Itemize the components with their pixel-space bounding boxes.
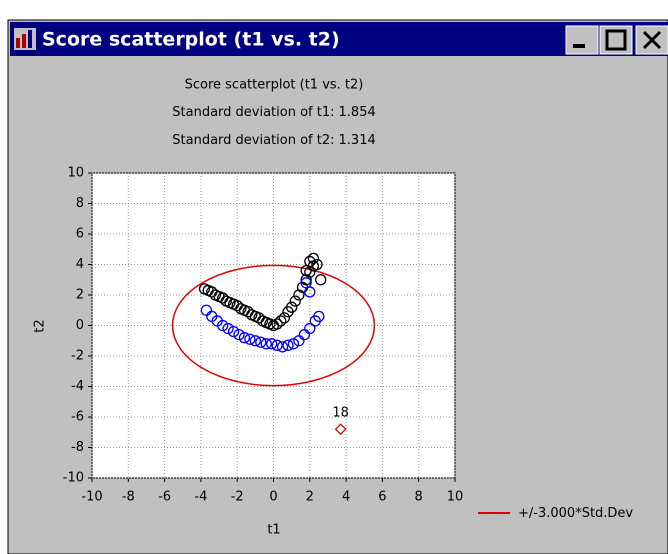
point bbox=[287, 338, 300, 350]
legend-label: +/-3.000*Std.Dev bbox=[518, 506, 633, 521]
point bbox=[334, 423, 347, 436]
stat-line: Standard deviation of t2: 1.314 bbox=[172, 133, 375, 148]
y-tick-label: -6 bbox=[71, 410, 84, 425]
point bbox=[217, 319, 229, 332]
point bbox=[304, 286, 316, 298]
point-label: 18 bbox=[332, 406, 349, 421]
point bbox=[227, 325, 240, 338]
x-axis-label: t1 bbox=[267, 523, 280, 538]
point bbox=[271, 339, 283, 351]
x-tick-label: -8 bbox=[122, 490, 135, 505]
point bbox=[275, 315, 287, 327]
x-tick-label: -2 bbox=[231, 490, 244, 505]
y-tick-label: -4 bbox=[71, 379, 84, 394]
stat-line: Standard deviation of t1: 1.854 bbox=[172, 105, 375, 120]
point bbox=[222, 322, 234, 335]
x-tick-label: -4 bbox=[194, 490, 207, 505]
point bbox=[289, 295, 301, 307]
x-tick-label: -6 bbox=[158, 490, 171, 505]
point bbox=[311, 258, 323, 271]
point bbox=[271, 318, 283, 330]
legend-suffix: *Std.Dev bbox=[575, 506, 633, 521]
point bbox=[315, 274, 327, 286]
x-tick-label: 10 bbox=[447, 490, 464, 505]
point bbox=[313, 310, 325, 323]
stat-value: 1.314 bbox=[339, 133, 376, 148]
window-icon bbox=[14, 28, 36, 50]
stat-label: Standard deviation of t1: bbox=[172, 105, 334, 120]
legend-prefix: +/- bbox=[518, 506, 538, 521]
std-dev-ellipse bbox=[171, 264, 376, 387]
point bbox=[304, 322, 316, 335]
point bbox=[260, 338, 272, 350]
close-button[interactable] bbox=[635, 25, 668, 55]
point bbox=[300, 264, 312, 277]
point bbox=[255, 336, 267, 348]
point bbox=[249, 335, 262, 347]
chart-title: Score scatterplot (t1 vs. t2) bbox=[185, 78, 364, 93]
y-tick-label: -8 bbox=[71, 440, 84, 455]
y-tick-label: 6 bbox=[76, 227, 84, 242]
y-tick-label: 2 bbox=[76, 288, 84, 303]
y-tick-label: 10 bbox=[67, 166, 84, 181]
x-tick-label: 4 bbox=[342, 490, 350, 505]
y-axis-label: t2 bbox=[33, 319, 48, 332]
window-title: Score scatterplot (t1 vs. t2) bbox=[42, 29, 340, 51]
x-tick-label: 8 bbox=[415, 490, 423, 505]
stat-value: 1.854 bbox=[339, 105, 376, 120]
point bbox=[238, 332, 251, 344]
y-tick-label: -2 bbox=[71, 349, 84, 364]
point bbox=[307, 252, 320, 265]
point bbox=[285, 301, 298, 313]
y-tick-label: 0 bbox=[76, 318, 84, 333]
y-tick-label: 4 bbox=[76, 257, 84, 272]
point bbox=[278, 312, 291, 324]
point bbox=[276, 341, 289, 353]
point bbox=[266, 338, 278, 350]
minimize-button[interactable] bbox=[565, 25, 599, 55]
stat-label: Standard deviation of t2: bbox=[172, 133, 334, 148]
point bbox=[244, 333, 256, 345]
x-tick-label: 0 bbox=[269, 490, 277, 505]
x-tick-label: -10 bbox=[81, 490, 102, 505]
title-bar bbox=[10, 22, 668, 56]
maximize-button[interactable] bbox=[599, 25, 633, 55]
point bbox=[282, 339, 294, 351]
x-tick-label: 2 bbox=[306, 490, 314, 505]
point bbox=[233, 328, 245, 341]
legend-k: 3.000 bbox=[538, 506, 575, 521]
y-tick-label: -10 bbox=[63, 471, 84, 486]
x-tick-label: 6 bbox=[378, 490, 386, 505]
y-tick-label: 8 bbox=[76, 196, 84, 211]
